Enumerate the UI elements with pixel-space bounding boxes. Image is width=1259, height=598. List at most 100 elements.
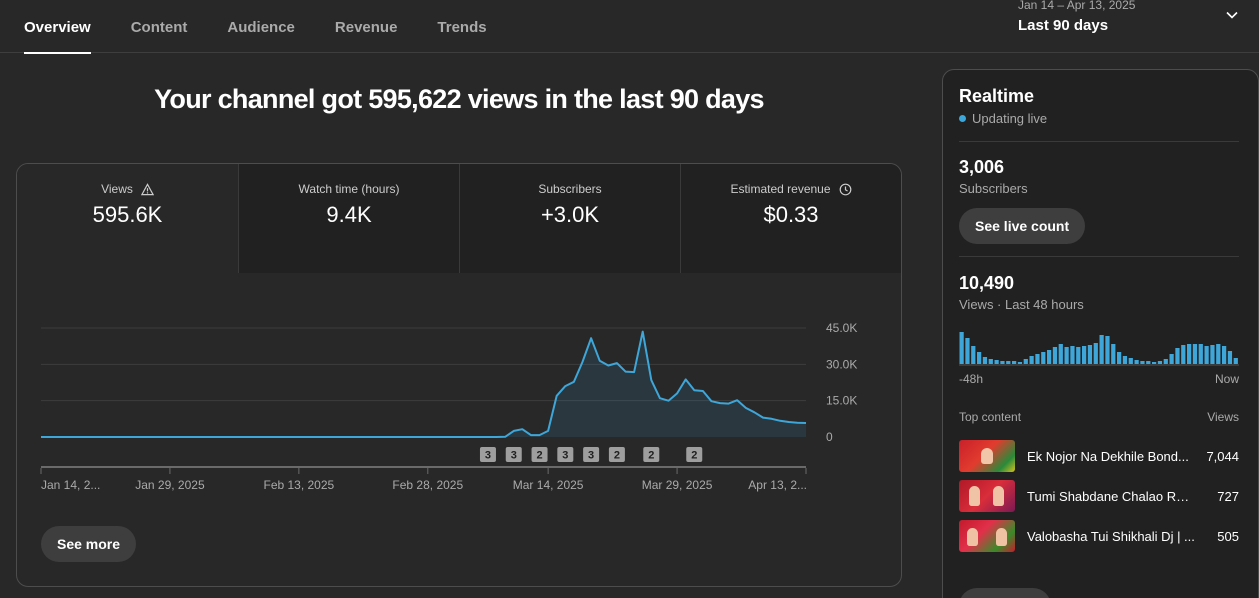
- hourly-bar[interactable]: [994, 360, 999, 364]
- metric-subscribers[interactable]: Subscribers +3.0K: [459, 164, 680, 273]
- chart-annotation-marker[interactable]: [505, 447, 522, 462]
- hourly-bar[interactable]: [1187, 344, 1192, 364]
- overview-card: Views 595.6K Watch time (hours) 9.4K Sub…: [16, 163, 902, 587]
- hourly-bar[interactable]: [1210, 345, 1215, 364]
- x-tick-label: Feb 13, 2025: [263, 478, 334, 492]
- hourly-bar[interactable]: [1017, 362, 1023, 364]
- hourly-bar[interactable]: [1227, 351, 1233, 364]
- tab-content[interactable]: Content: [130, 19, 188, 36]
- chart-annotation-marker[interactable]: [643, 447, 660, 462]
- metric-value: 9.4K: [326, 202, 372, 227]
- hourly-bar[interactable]: [959, 332, 964, 364]
- hourly-bar[interactable]: [1012, 361, 1017, 364]
- hourly-bar[interactable]: [1047, 350, 1052, 364]
- hourly-bar[interactable]: [1152, 362, 1157, 364]
- hourly-bar[interactable]: [1076, 347, 1081, 364]
- date-range-selector[interactable]: Jan 14 – Apr 13, 2025 Last 90 days: [1018, 0, 1243, 48]
- hourly-bar[interactable]: [1070, 346, 1075, 364]
- hourly-bar[interactable]: [1000, 361, 1005, 364]
- realtime-title: Realtime: [959, 86, 1035, 106]
- chart-annotation-label: 2: [536, 450, 542, 462]
- hourly-bar[interactable]: [971, 346, 976, 364]
- hourly-bar[interactable]: [1140, 361, 1145, 364]
- subscribers-block: 3,006 Subscribers See live count: [959, 157, 1242, 244]
- chart-annotation-label: 2: [614, 450, 620, 462]
- hourly-bar[interactable]: [1082, 346, 1087, 364]
- hourly-bar[interactable]: [1023, 359, 1028, 364]
- video-thumbnail: [959, 440, 1015, 472]
- x-tick-label: Jan 29, 2025: [135, 478, 205, 492]
- top-content-item[interactable]: Tumi Shabdane Chalao Re ... 727: [959, 476, 1239, 516]
- realtime-views-bar-chart: [959, 332, 1239, 366]
- hourly-bar[interactable]: [1093, 343, 1098, 364]
- hourly-bar[interactable]: [1233, 358, 1238, 364]
- hourly-bar[interactable]: [1122, 356, 1128, 364]
- tab-revenue[interactable]: Revenue: [334, 19, 398, 36]
- hourly-bar[interactable]: [1035, 354, 1040, 364]
- hourly-bar[interactable]: [1134, 360, 1139, 364]
- hourly-bar[interactable]: [1058, 344, 1063, 364]
- metric-watch-time[interactable]: Watch time (hours) 9.4K: [238, 164, 459, 273]
- top-content-header: Top content Views: [959, 410, 1239, 424]
- y-tick-label: 15.0K: [826, 394, 857, 408]
- x-tick-label: Feb 28, 2025: [392, 478, 463, 492]
- metric-views[interactable]: Views 595.6K: [17, 164, 238, 273]
- chart-annotation-marker[interactable]: [557, 447, 574, 462]
- hourly-bar[interactable]: [1052, 347, 1058, 364]
- metric-revenue[interactable]: Estimated revenue $0.33: [680, 164, 901, 273]
- hourly-bar[interactable]: [977, 352, 982, 364]
- hourly-bar[interactable]: [1029, 356, 1034, 364]
- metric-subs-label-row: Subscribers: [460, 182, 680, 196]
- hourly-bar[interactable]: [1175, 348, 1180, 364]
- see-more-button[interactable]: See more: [41, 526, 137, 562]
- hourly-bar[interactable]: [1006, 361, 1011, 364]
- hourly-bar[interactable]: [1222, 346, 1227, 364]
- hourly-bar[interactable]: [982, 357, 988, 364]
- y-tick-label: 0: [826, 430, 833, 444]
- hourly-bar[interactable]: [1111, 344, 1116, 364]
- see-more-button-partial[interactable]: [959, 588, 1051, 598]
- live-dot-icon: [959, 115, 966, 122]
- hourly-bar[interactable]: [1198, 344, 1203, 364]
- hourly-bar[interactable]: [1117, 352, 1122, 364]
- hourly-bar[interactable]: [965, 338, 970, 364]
- y-tick-label: 30.0K: [826, 357, 857, 371]
- chart-annotation-marker[interactable]: [531, 447, 548, 462]
- hourly-bar[interactable]: [1216, 344, 1221, 364]
- hourly-bar[interactable]: [1128, 358, 1133, 364]
- tab-overview[interactable]: Overview: [24, 0, 91, 54]
- video-thumbnail: [959, 520, 1015, 552]
- hourly-bar[interactable]: [1181, 345, 1186, 364]
- video-views: 505: [1217, 528, 1239, 544]
- metric-value: +3.0K: [540, 202, 600, 227]
- hourly-bar[interactable]: [1204, 346, 1209, 364]
- chart-annotation-marker[interactable]: [583, 447, 600, 462]
- views-area: [41, 331, 806, 437]
- hourly-bar[interactable]: [988, 359, 993, 364]
- hourly-bar[interactable]: [1105, 336, 1110, 364]
- tab-audience[interactable]: Audience: [227, 19, 295, 36]
- hourly-bar[interactable]: [1146, 361, 1151, 364]
- warning-icon: [140, 182, 154, 195]
- chart-annotation-marker[interactable]: [686, 447, 703, 462]
- top-bar: Overview Content Audience Revenue Trends…: [0, 0, 1259, 54]
- hourly-bar[interactable]: [1169, 354, 1174, 364]
- see-live-count-button[interactable]: See live count: [959, 208, 1086, 244]
- page-headline: Your channel got 595,622 views in the la…: [154, 84, 764, 114]
- video-views: 727: [1217, 488, 1239, 504]
- hourly-bar[interactable]: [1041, 352, 1046, 364]
- realtime-subscribers-count: 3,006: [959, 157, 1005, 177]
- hourly-bar[interactable]: [1064, 347, 1069, 364]
- chart-annotation-marker[interactable]: [479, 447, 496, 462]
- views-line[interactable]: [41, 330, 807, 438]
- top-content-item[interactable]: Valobasha Tui Shikhali Dj | ... 505: [959, 516, 1239, 556]
- chart-annotation-marker[interactable]: [608, 447, 625, 462]
- hourly-bar[interactable]: [1087, 345, 1093, 364]
- hourly-bar[interactable]: [1163, 359, 1168, 364]
- hourly-bar[interactable]: [1099, 335, 1104, 364]
- hourly-bar[interactable]: [1192, 344, 1198, 364]
- hourly-bar[interactable]: [1157, 361, 1163, 364]
- metric-tabs: Views 595.6K Watch time (hours) 9.4K Sub…: [17, 164, 901, 273]
- top-content-item[interactable]: Ek Nojor Na Dekhile Bond... 7,044: [959, 436, 1239, 476]
- tab-trends[interactable]: Trends: [437, 19, 487, 36]
